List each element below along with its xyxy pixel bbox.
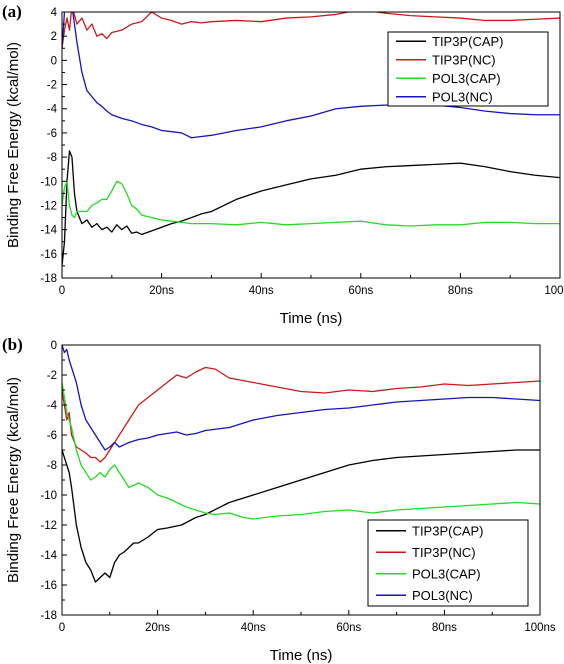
legend-entry: TIP3P(NC): [432, 52, 496, 67]
y-tick-label: -4: [47, 104, 58, 116]
y-tick-label: 2: [51, 31, 57, 43]
y-tick-label: -6: [47, 430, 57, 442]
x-tick-label: 0: [59, 285, 65, 297]
x-tick-label: 100ns: [524, 622, 556, 634]
x-tick-label: 40ns: [249, 285, 274, 297]
legend-entry: POL3(CAP): [432, 71, 501, 86]
series-line-pol3-cap: [62, 180, 560, 227]
y-axis-title: Binding Free Energy (kcal/mol): [5, 42, 22, 248]
series-line-pol3-cap: [62, 382, 540, 520]
series-line-tip3p-cap: [62, 150, 560, 266]
legend-box: [367, 519, 529, 607]
x-tick-label: 100ns: [544, 285, 564, 297]
y-tick-label: 0: [51, 340, 57, 352]
legend-entry: TIP3P(CAP): [412, 523, 484, 538]
y-tick-label: -16: [40, 580, 57, 592]
x-tick-label: 0: [59, 622, 65, 634]
legend: TIP3P(CAP) TIP3P(NC) POL3(CAP) POL3(NC): [367, 519, 529, 607]
legend-entry: TIP3P(CAP): [432, 34, 504, 49]
x-axis-title: Time (ns): [280, 310, 343, 327]
y-tick-label: -6: [47, 128, 57, 140]
chart-panel-1: 0-2-4-6-8-10-12-14-16-180 20ns 40ns 60ns 80n…: [2, 335, 556, 664]
y-tick-label: -12: [40, 200, 57, 212]
y-tick-label: -10: [40, 176, 57, 188]
series-line-tip3p-cap: [62, 449, 540, 583]
x-tick-label: 20ns: [145, 622, 170, 634]
legend-entry: TIP3P(NC): [412, 545, 476, 560]
y-tick-label: -12: [40, 520, 57, 532]
y-tick-label: -8: [47, 460, 57, 472]
panel-label: (b): [2, 335, 23, 354]
series-line-pol3-nc: [62, 345, 540, 451]
y-tick-label: -2: [47, 80, 57, 92]
x-tick-label: 20ns: [149, 285, 174, 297]
y-tick-label: 4: [51, 7, 58, 19]
x-axis-title: Time (ns): [270, 647, 333, 664]
series-line-tip3p-nc: [62, 366, 540, 463]
y-tick-label: -8: [47, 152, 57, 164]
panel-label: (a): [2, 2, 22, 21]
y-axis-title: Binding Free Energy (kcal/mol): [5, 377, 22, 583]
y-tick-label: -10: [40, 490, 57, 502]
legend-entry: POL3(NC): [432, 89, 493, 104]
y-tick-label: -14: [40, 225, 57, 237]
series-line-tip3p-nc: [62, 12, 560, 49]
x-tick-label: 60ns: [336, 622, 361, 634]
y-tick-label: -18: [40, 273, 57, 285]
y-tick-label: 0: [51, 55, 57, 67]
x-tick-label: 80ns: [432, 622, 457, 634]
x-tick-label: 60ns: [348, 285, 373, 297]
x-tick-label: 40ns: [241, 622, 266, 634]
y-tick-label: -2: [47, 370, 57, 382]
y-tick-label: -16: [40, 249, 57, 261]
chart-panel-0: 420-2-4-6-8-10-12-14-16-180 20ns 40ns 60ns 8…: [2, 2, 564, 327]
x-tick-label: 80ns: [448, 285, 473, 297]
legend-entry: POL3(CAP): [412, 566, 481, 581]
y-tick-label: -14: [40, 550, 57, 562]
y-tick-label: -4: [47, 400, 58, 412]
legend: TIP3P(CAP) TIP3P(NC) POL3(CAP) POL3(NC): [387, 31, 549, 107]
legend-entry: POL3(NC): [412, 588, 473, 603]
y-tick-label: -18: [40, 610, 57, 622]
legend-box: [387, 31, 549, 107]
